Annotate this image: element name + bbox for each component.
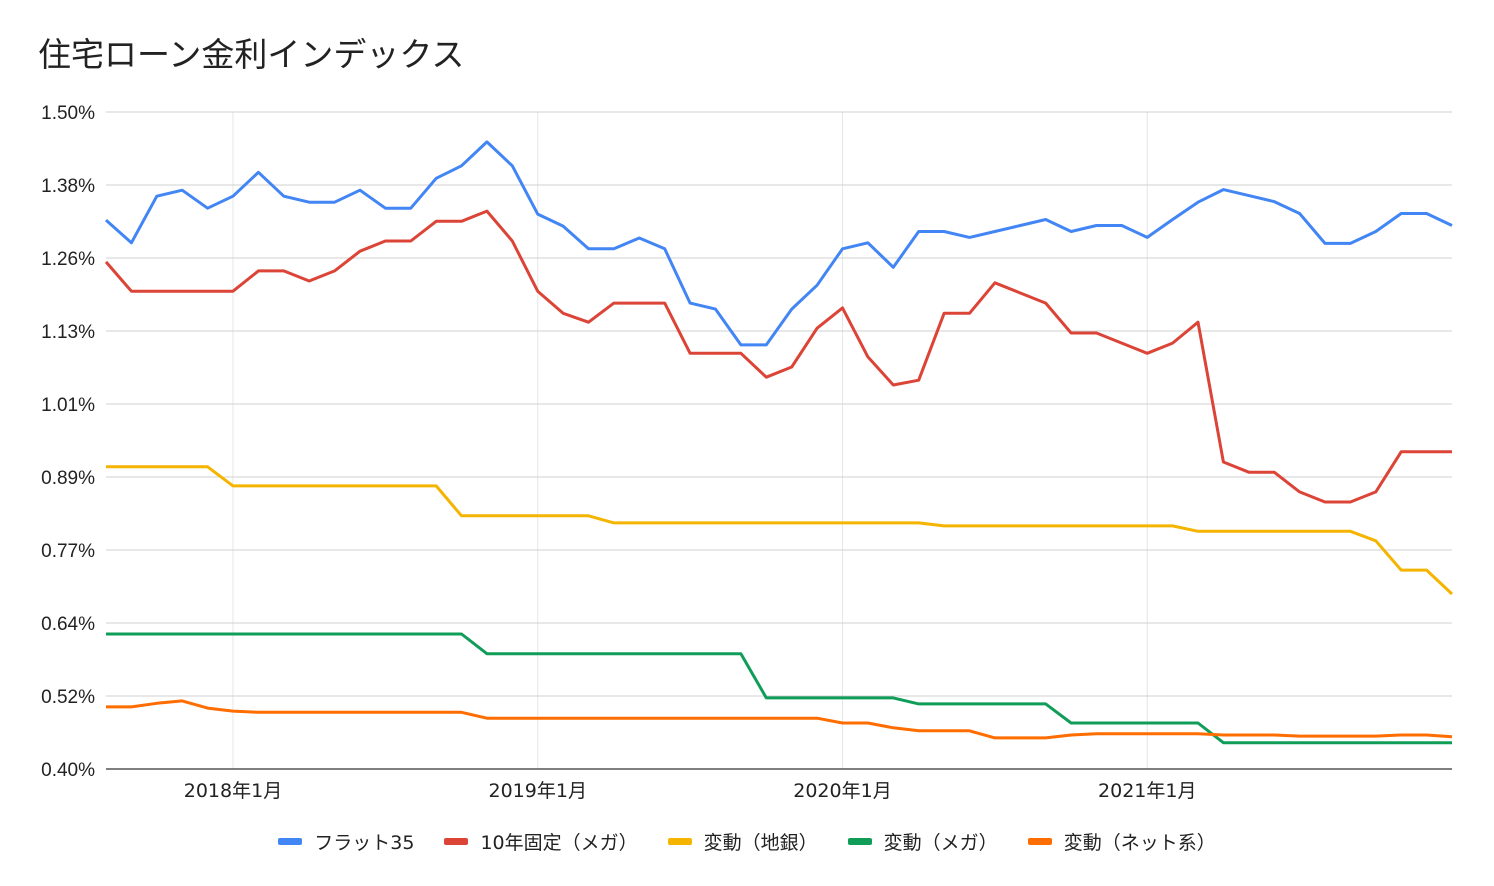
legend-swatch bbox=[667, 838, 692, 845]
series-line-1 bbox=[104, 209, 1452, 504]
x-tick-label: 2021年1月 bbox=[1098, 780, 1196, 802]
legend-label: 10年固定（メガ） bbox=[480, 832, 638, 854]
legend-swatch bbox=[847, 838, 872, 845]
y-tick-label: 0.40% bbox=[41, 760, 95, 781]
legend-label: 変動（ネット系） bbox=[1063, 832, 1216, 854]
legend-item[interactable]: 変動（メガ） bbox=[847, 828, 998, 855]
legend-label: 変動（地銀） bbox=[703, 832, 818, 854]
series-line-2 bbox=[106, 465, 1454, 596]
legend-swatch bbox=[278, 838, 303, 845]
y-tick-label: 0.77% bbox=[41, 541, 95, 562]
y-tick-label: 1.50% bbox=[41, 103, 95, 124]
x-tick-label: 2018年1月 bbox=[184, 780, 282, 802]
series-line-4 bbox=[106, 699, 1453, 740]
y-tick-label: 1.38% bbox=[41, 176, 95, 197]
legend-item[interactable]: 変動（ネット系） bbox=[1027, 828, 1216, 855]
legend-item[interactable]: 10年固定（メガ） bbox=[444, 828, 638, 855]
legend: フラット35 10年固定（メガ） 変動（地銀） 変動（メガ） 変動（ネット系） bbox=[0, 828, 1494, 855]
y-tick-label: 1.26% bbox=[41, 249, 95, 270]
y-tick-label: 1.13% bbox=[41, 322, 95, 343]
chart-title: 住宅ローン金利インデックス bbox=[38, 35, 465, 74]
x-tick-label: 2020年1月 bbox=[793, 780, 891, 802]
legend-label: フラット35 bbox=[314, 832, 415, 854]
y-tick-label: 1.01% bbox=[41, 395, 95, 416]
series-line-3 bbox=[106, 632, 1452, 745]
legend-item[interactable]: フラット35 bbox=[278, 828, 414, 855]
y-tick-label: 0.64% bbox=[41, 614, 95, 635]
y-tick-label: 0.52% bbox=[41, 687, 95, 708]
legend-label: 変動（メガ） bbox=[883, 832, 998, 854]
y-tick-label: 0.89% bbox=[41, 468, 95, 489]
line-chart: 2018年1月 2019年1月 2020年1月 2021年1月 0.40% 0.52% 0.… bbox=[41, 103, 1454, 802]
legend-swatch bbox=[444, 838, 469, 845]
x-tick-label: 2019年1月 bbox=[489, 780, 587, 802]
legend-item[interactable]: 変動（地銀） bbox=[667, 828, 818, 855]
series-line-0 bbox=[105, 140, 1453, 347]
legend-swatch bbox=[1027, 838, 1052, 845]
